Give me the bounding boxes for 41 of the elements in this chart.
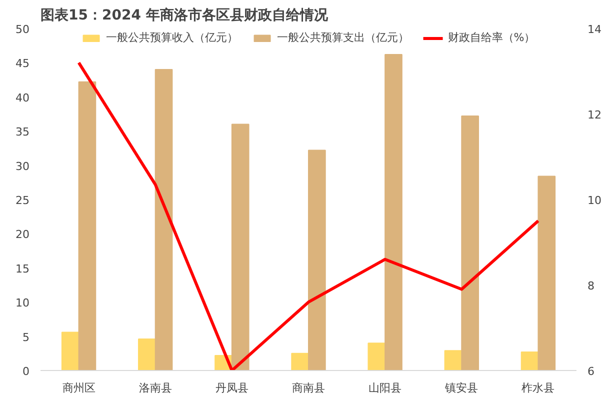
bar (444, 350, 462, 370)
y-tick-label: 5 (22, 330, 30, 344)
y2-tick-label: 6 (588, 365, 594, 378)
bar (61, 332, 80, 370)
x-tick-label: 柞水县 (522, 382, 555, 394)
bar (368, 342, 386, 370)
line-series (77, 61, 540, 370)
y-tick-label: 35 (16, 126, 30, 139)
legend-label: 财政自给率（%） (448, 30, 536, 45)
bar (138, 338, 156, 370)
y2-tick-label: 8 (588, 280, 594, 292)
x-tick-label: 洛南县 (138, 382, 172, 394)
bar (384, 54, 402, 370)
x-tick-label: 商州区 (62, 382, 96, 394)
legend-label: 一般公共预算支出（亿元） (276, 30, 409, 45)
y-tick-label: 0 (22, 365, 30, 378)
y-tick-label: 10 (16, 296, 30, 310)
bar (291, 352, 309, 370)
x-tick-label: 商南县 (292, 382, 325, 394)
chart-title: 图表15：2024 年商洛市各区县财政自给情况 (40, 6, 329, 24)
y-tick-label: 25 (16, 194, 30, 207)
y-tick-label: 40 (16, 91, 30, 104)
x-tick-label: 丹凤县 (215, 382, 248, 394)
bar (231, 124, 250, 370)
y2-tick-label: 12 (588, 108, 602, 122)
legend-label: 一般公共预算收入（亿元） (106, 30, 238, 45)
y-tick-label: 20 (16, 228, 30, 242)
y2-tick-label: 14 (588, 23, 602, 36)
x-tick-label: 镇安县 (444, 382, 478, 394)
y2-tick-label: 10 (588, 194, 602, 207)
bar (520, 352, 539, 370)
bar (78, 81, 96, 370)
y-tick-label: 45 (16, 57, 30, 70)
bar (308, 150, 326, 370)
y-tick-label: 30 (16, 160, 30, 173)
y-tick-label: 50 (16, 23, 30, 36)
bar (154, 69, 173, 370)
bar (461, 116, 479, 370)
x-tick-label: 山阳县 (368, 382, 402, 394)
y-tick-label: 15 (16, 262, 30, 276)
bar (538, 176, 556, 370)
